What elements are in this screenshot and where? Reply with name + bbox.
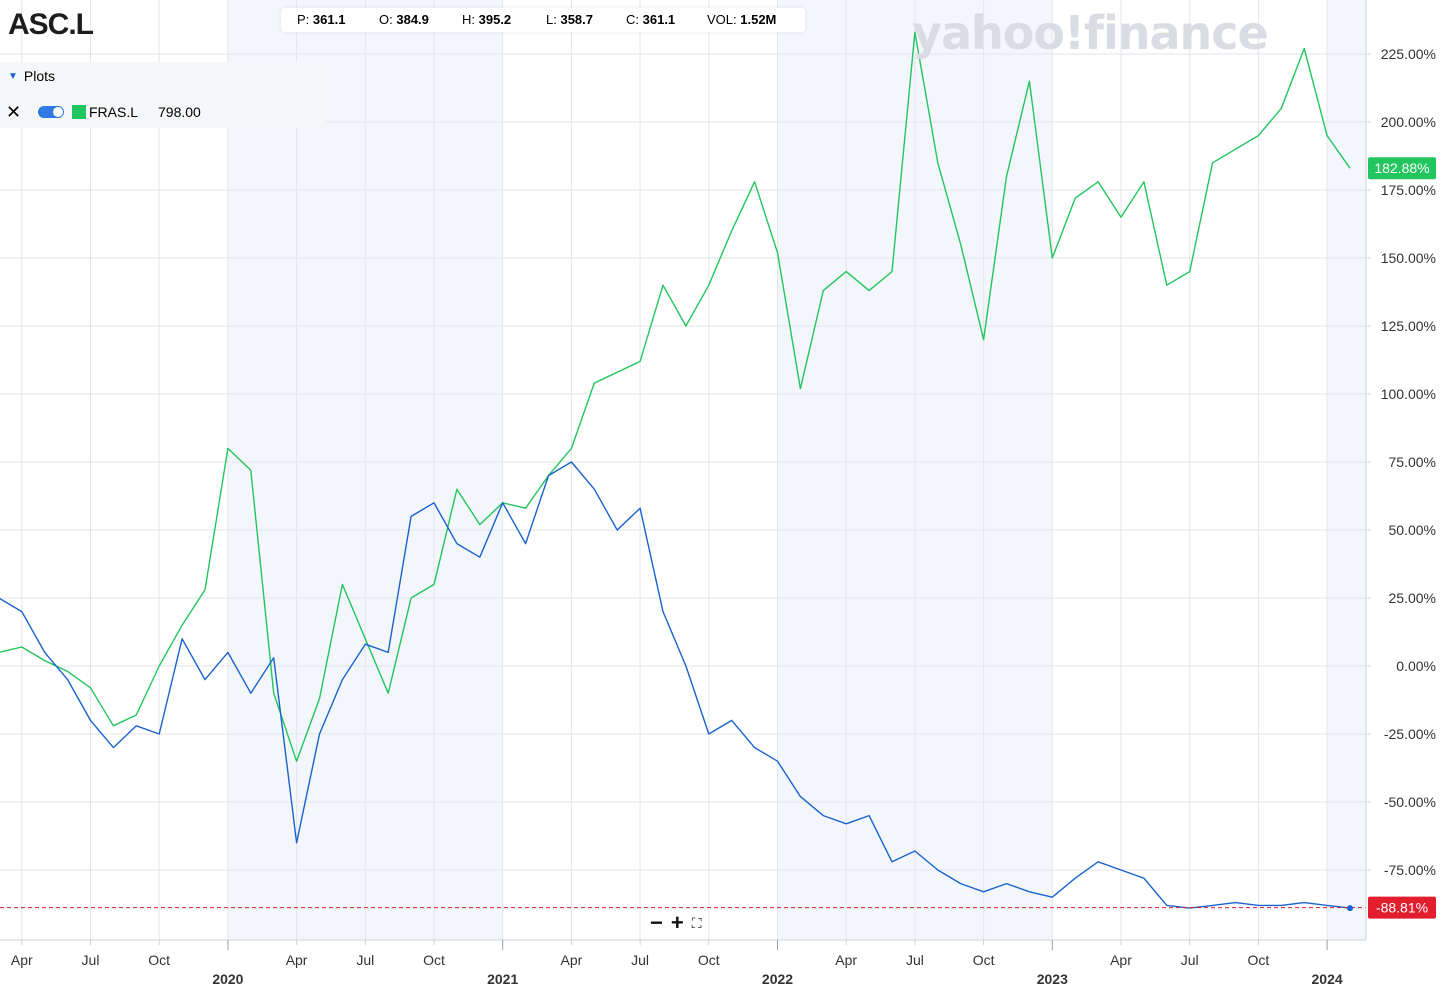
close-icon[interactable]: ✕ bbox=[6, 101, 22, 122]
y-tick-label: -50.00% bbox=[1384, 794, 1436, 810]
y-tick-label: 75.00% bbox=[1389, 454, 1436, 470]
ohlc-volume: VOL: 1.52M bbox=[707, 12, 777, 27]
x-year-label: 2023 bbox=[1037, 971, 1068, 987]
visibility-toggle[interactable] bbox=[38, 106, 64, 118]
series-line-fras-l bbox=[0, 31, 1351, 762]
ohlc-close: C: 361.1 bbox=[626, 12, 676, 27]
last-point-marker bbox=[1347, 905, 1353, 912]
ohlc-price: P: 361.1 bbox=[297, 12, 346, 27]
shaded-year-band bbox=[1327, 0, 1366, 940]
plots-title: Plots bbox=[23, 68, 56, 84]
comparison-price: 798.00 bbox=[158, 104, 201, 120]
last-value-label: -88.81% bbox=[1376, 900, 1428, 916]
y-tick-label: 125.00% bbox=[1381, 318, 1436, 334]
y-tick-label: 25.00% bbox=[1389, 590, 1436, 606]
x-year-label: 2020 bbox=[212, 971, 243, 987]
x-year-label: 2022 bbox=[762, 971, 793, 987]
x-tick-label: Jul bbox=[1181, 952, 1199, 968]
x-tick-label: Apr bbox=[286, 952, 308, 968]
ohlc-open: O: 384.9 bbox=[379, 12, 429, 27]
x-tick-label: Oct bbox=[973, 952, 995, 968]
y-tick-label: 225.00% bbox=[1381, 46, 1436, 62]
plots-toggle[interactable]: ▼ Plots bbox=[8, 68, 55, 84]
ohlc-high: H: 395.2 bbox=[462, 12, 512, 27]
comparison-row: ✕ FRAS.L 798.00 bbox=[6, 102, 201, 122]
x-tick-label: Apr bbox=[561, 952, 583, 968]
ohlc-bar: P: 361.1 O: 384.9 H: 395.2 L: 358.7 C: 3… bbox=[281, 8, 805, 32]
y-tick-label: 200.00% bbox=[1381, 114, 1436, 130]
x-tick-label: Jul bbox=[906, 952, 924, 968]
y-tick-label: -25.00% bbox=[1384, 726, 1436, 742]
zoom-controls: − + ⛶ bbox=[650, 910, 702, 936]
x-year-label: 2021 bbox=[487, 971, 518, 987]
y-tick-label: -75.00% bbox=[1384, 862, 1436, 878]
x-tick-label: Jul bbox=[631, 952, 649, 968]
last-value-label: 182.88% bbox=[1374, 160, 1429, 176]
x-tick-label: Oct bbox=[148, 952, 170, 968]
y-tick-label: 50.00% bbox=[1389, 522, 1436, 538]
x-tick-label: Oct bbox=[423, 952, 445, 968]
fit-screen-icon[interactable]: ⛶ bbox=[691, 914, 702, 931]
y-tick-label: 150.00% bbox=[1381, 250, 1436, 266]
y-tick-label: 175.00% bbox=[1381, 182, 1436, 198]
y-tick-label: 100.00% bbox=[1381, 386, 1436, 402]
ohlc-low: L: 358.7 bbox=[546, 12, 594, 27]
plots-panel: ▼ Plots ✕ FRAS.L 798.00 bbox=[0, 62, 326, 128]
comparison-symbol: FRAS.L bbox=[89, 104, 139, 120]
x-tick-label: Oct bbox=[698, 952, 720, 968]
x-tick-label: Apr bbox=[835, 952, 857, 968]
zoom-in-button[interactable]: + bbox=[670, 910, 684, 935]
series-line-asc-l bbox=[0, 461, 1351, 909]
zoom-out-button[interactable]: − bbox=[650, 910, 663, 935]
x-tick-label: Jul bbox=[356, 952, 374, 968]
x-year-label: 2024 bbox=[1312, 971, 1343, 987]
last-value-badge bbox=[1368, 896, 1436, 919]
x-tick-label: Apr bbox=[1110, 952, 1132, 968]
series-color-swatch bbox=[72, 105, 86, 119]
ticker-symbol: ASC.L bbox=[8, 8, 94, 41]
y-tick-label: 0.00% bbox=[1396, 658, 1436, 674]
x-tick-label: Oct bbox=[1248, 952, 1270, 968]
x-tick-label: Apr bbox=[11, 952, 33, 968]
last-value-badge bbox=[1368, 157, 1436, 180]
yahoo-finance-logo: yahoo!finance bbox=[912, 6, 1269, 60]
triangle-down-icon: ▼ bbox=[8, 70, 18, 82]
x-tick-label: Jul bbox=[82, 952, 100, 968]
